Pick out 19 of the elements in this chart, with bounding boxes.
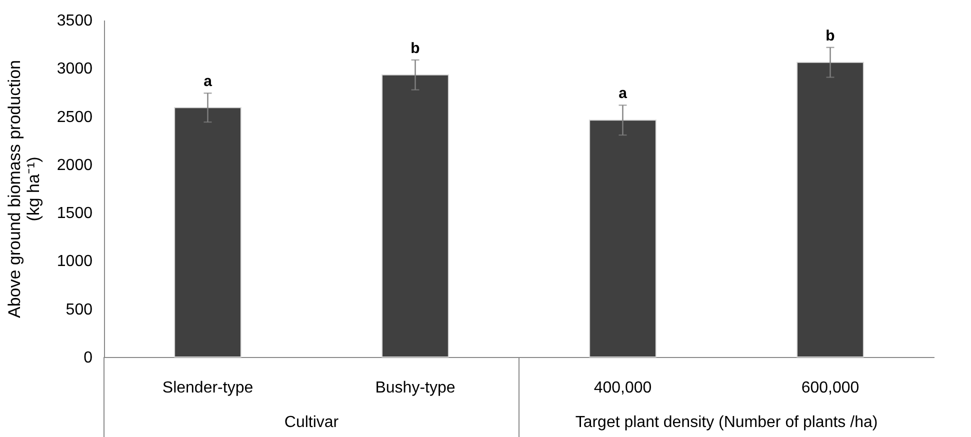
y-axis-title: Above ground biomass production (kg ha⁻¹)	[4, 60, 43, 318]
annotation: a	[204, 73, 213, 90]
text: Cultivar	[284, 414, 340, 431]
y-tick-label: 500	[66, 301, 93, 318]
x-tick-label: 400,000	[594, 380, 652, 396]
x-tick-label: Bushy-type	[375, 380, 456, 396]
y-tick-label: 1000	[56, 253, 93, 270]
annotation: a	[618, 85, 628, 102]
y-tick-label: 3500	[56, 12, 93, 30]
annotation: b	[410, 40, 420, 57]
y-tick-label: 0	[84, 350, 93, 366]
y-tick-label: 1500	[56, 205, 93, 222]
annotation: b	[826, 27, 835, 44]
x-tick-label: 600,000	[801, 380, 860, 396]
text: Target plant density (Number of plants /ha)	[575, 414, 878, 431]
y-tick-label: 2500	[56, 108, 93, 126]
x-tick-label: Slender-type	[162, 380, 254, 396]
y-tick-label: 2000	[56, 156, 93, 174]
y-tick-label: 3000	[56, 60, 93, 78]
